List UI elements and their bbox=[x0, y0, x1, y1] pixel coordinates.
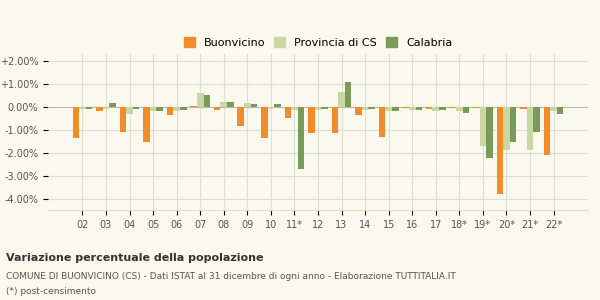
Bar bbox=[510, 107, 517, 142]
Bar bbox=[439, 107, 446, 110]
Bar bbox=[355, 107, 362, 115]
Bar bbox=[143, 107, 150, 142]
Bar bbox=[338, 92, 345, 107]
Bar bbox=[119, 107, 126, 132]
Bar bbox=[497, 107, 503, 194]
Bar bbox=[79, 107, 86, 109]
Bar bbox=[180, 107, 187, 110]
Bar bbox=[368, 107, 375, 109]
Legend: Buonvicino, Provincia di CS, Calabria: Buonvicino, Provincia di CS, Calabria bbox=[178, 32, 458, 53]
Bar bbox=[244, 103, 251, 107]
Bar bbox=[251, 104, 257, 107]
Bar bbox=[157, 107, 163, 111]
Bar bbox=[308, 107, 315, 133]
Bar bbox=[479, 107, 486, 146]
Bar bbox=[220, 102, 227, 107]
Bar bbox=[486, 107, 493, 158]
Bar bbox=[96, 107, 103, 111]
Bar bbox=[332, 107, 338, 133]
Bar bbox=[109, 103, 116, 107]
Bar bbox=[409, 107, 416, 110]
Bar bbox=[126, 107, 133, 114]
Bar bbox=[527, 107, 533, 150]
Bar bbox=[167, 107, 173, 115]
Bar bbox=[103, 107, 109, 109]
Bar bbox=[298, 107, 304, 169]
Text: Variazione percentuale della popolazione: Variazione percentuale della popolazione bbox=[6, 253, 263, 263]
Bar bbox=[473, 107, 479, 108]
Bar bbox=[362, 107, 368, 110]
Bar bbox=[150, 107, 157, 111]
Bar bbox=[86, 107, 92, 109]
Bar bbox=[433, 107, 439, 111]
Bar bbox=[268, 107, 274, 109]
Bar bbox=[227, 102, 233, 107]
Bar bbox=[520, 107, 527, 109]
Bar bbox=[315, 107, 321, 110]
Bar bbox=[190, 106, 197, 107]
Bar bbox=[197, 93, 203, 107]
Bar bbox=[403, 107, 409, 108]
Bar bbox=[550, 107, 557, 111]
Bar bbox=[291, 107, 298, 110]
Bar bbox=[392, 107, 398, 111]
Bar bbox=[203, 95, 210, 107]
Bar bbox=[133, 107, 139, 109]
Bar bbox=[173, 107, 180, 111]
Bar bbox=[274, 104, 281, 107]
Bar bbox=[214, 107, 220, 110]
Bar bbox=[238, 107, 244, 126]
Bar bbox=[544, 107, 550, 155]
Bar bbox=[426, 107, 433, 109]
Bar bbox=[416, 107, 422, 110]
Bar bbox=[456, 107, 463, 111]
Bar bbox=[321, 107, 328, 109]
Bar bbox=[503, 107, 510, 150]
Bar bbox=[261, 107, 268, 138]
Bar bbox=[463, 107, 469, 112]
Bar bbox=[557, 107, 563, 114]
Text: (*) post-censimento: (*) post-censimento bbox=[6, 287, 96, 296]
Bar bbox=[449, 107, 456, 108]
Text: COMUNE DI BUONVICINO (CS) - Dati ISTAT al 31 dicembre di ogni anno - Elaborazion: COMUNE DI BUONVICINO (CS) - Dati ISTAT a… bbox=[6, 272, 456, 281]
Bar bbox=[284, 107, 291, 118]
Bar bbox=[379, 107, 385, 136]
Bar bbox=[385, 107, 392, 111]
Bar bbox=[533, 107, 540, 132]
Bar bbox=[73, 107, 79, 138]
Bar bbox=[345, 82, 352, 107]
